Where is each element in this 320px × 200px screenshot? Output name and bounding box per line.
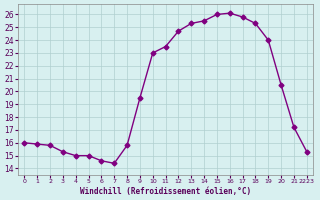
X-axis label: Windchill (Refroidissement éolien,°C): Windchill (Refroidissement éolien,°C) <box>80 187 251 196</box>
